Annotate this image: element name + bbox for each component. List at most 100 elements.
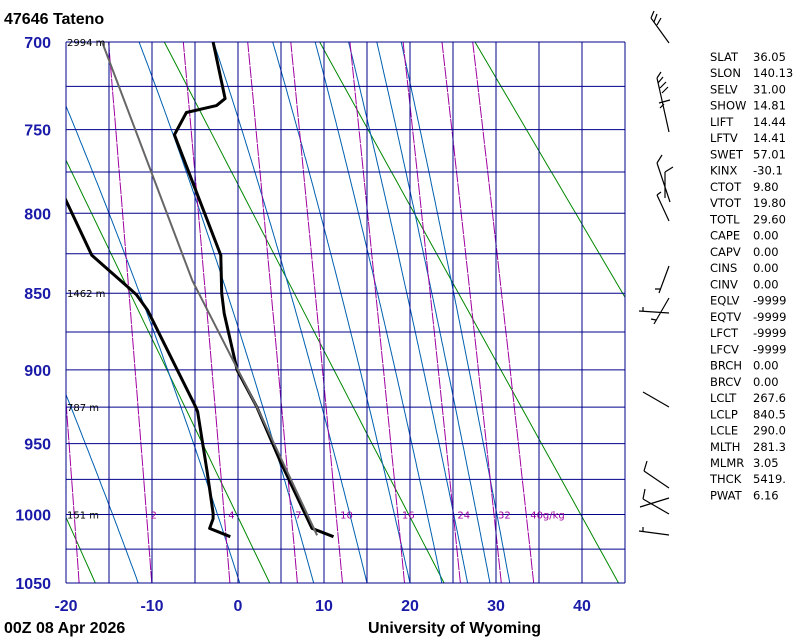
mixing-ratio-label: 2 [150, 511, 156, 522]
mixing-ratio-label: 4 [228, 511, 234, 522]
x-tick-label: 10 [315, 598, 333, 615]
index-name: LCLP [710, 407, 738, 421]
mixing-ratio-label: 32 [498, 511, 511, 522]
mixing-ratio-label: 10 [340, 511, 353, 522]
index-name: SHOW [710, 99, 746, 113]
y-tick-label: 800 [24, 206, 51, 223]
index-name: MLTH [710, 440, 740, 454]
index-value: -9999 [753, 342, 786, 356]
index-name: SWET [710, 147, 744, 161]
observation-time: 00Z 08 Apr 2026 [4, 620, 125, 637]
wind-barb [643, 460, 670, 489]
source-label: University of Wyoming [368, 620, 541, 637]
index-value: 29.60 [753, 212, 786, 226]
y-tick-label: 900 [24, 363, 51, 380]
mixing-ratio-label: 40g/kg [530, 511, 565, 522]
height-label: 2994 m [67, 38, 105, 49]
index-name: LFCT [710, 326, 739, 340]
index-name: LIFT [710, 115, 734, 129]
x-tick-label: 30 [487, 598, 505, 615]
index-value: 14.41 [753, 131, 786, 145]
station-title: 47646 Tateno [4, 11, 104, 28]
index-value: -9999 [753, 310, 786, 324]
index-value: 0.00 [753, 277, 779, 291]
index-name: CAPE [710, 229, 740, 243]
mixing-ratio-label: 16 [402, 511, 415, 522]
y-tick-label: 1050 [15, 576, 51, 593]
index-value: 267.6 [753, 391, 786, 405]
mixing-ratio-line [66, 394, 80, 583]
index-name: LFCV [710, 342, 739, 356]
index-name: EQTV [710, 310, 741, 324]
height-label: 151 m [67, 511, 99, 522]
wind-barb [638, 527, 670, 536]
wind-barb [656, 71, 671, 133]
mixing-ratio-line [108, 42, 153, 583]
moist-adiabat [66, 393, 139, 583]
index-name: KINX [710, 164, 738, 178]
sounding-profiles [66, 42, 335, 539]
index-value: 36.05 [753, 50, 786, 64]
index-name: THCK [709, 472, 742, 486]
height-label: 787 m [67, 403, 99, 414]
dry-adiabat [474, 42, 625, 299]
y-tick-label: 950 [24, 437, 51, 454]
index-name: CINS [710, 261, 737, 275]
index-value: 0.00 [753, 261, 779, 275]
index-name: LCLE [710, 424, 738, 438]
index-name: CINV [710, 277, 738, 291]
wind-barb [656, 191, 670, 222]
moist-adiabat [400, 42, 511, 583]
index-value: -30.1 [753, 164, 783, 178]
index-name: TOTL [709, 212, 740, 226]
index-name: CAPV [710, 245, 741, 259]
index-name: PWAT [710, 488, 743, 502]
x-tick-label: 40 [573, 598, 591, 615]
index-value: -9999 [753, 326, 786, 340]
index-value: 281.3 [753, 440, 786, 454]
moist-adiabat [138, 42, 315, 583]
index-name: EQLV [710, 294, 739, 308]
index-value: 57.01 [753, 147, 786, 161]
dry-adiabat [786, 42, 800, 583]
index-value: 840.5 [753, 407, 786, 421]
dry-adiabat [163, 42, 445, 583]
index-name: SELV [710, 82, 738, 96]
mixing-ratio-line [349, 42, 405, 583]
wind-barb [656, 154, 674, 203]
index-value: 140.13 [753, 66, 793, 80]
index-value: 0.00 [753, 245, 779, 259]
mixing-ratio-label: 24 [457, 511, 470, 522]
index-name: BRCV [710, 375, 741, 389]
x-tick-label: 20 [401, 598, 419, 615]
wind-barb [638, 297, 670, 325]
wind-barb [642, 391, 670, 408]
wind-barb [650, 10, 670, 44]
dry-adiabat [319, 42, 619, 583]
x-tick-label: -20 [54, 598, 77, 615]
index-value: 9.80 [753, 180, 779, 194]
dewpoint-line [66, 196, 231, 539]
index-name: BRCH [710, 359, 742, 373]
index-value: 6.16 [753, 488, 779, 502]
mixing-ratio-label: 7 [295, 511, 301, 522]
index-value: 19.80 [753, 196, 786, 210]
parcel-line [101, 42, 319, 536]
index-name: CTOT [710, 180, 742, 194]
moist-adiabat [272, 42, 411, 583]
index-name: LFTV [710, 131, 738, 145]
index-value: -9999 [753, 294, 786, 308]
moist-adiabat [348, 42, 469, 583]
wind-barb [639, 488, 670, 515]
x-tick-label: 0 [234, 598, 243, 615]
background-lines [66, 42, 800, 583]
y-tick-label: 850 [24, 286, 51, 303]
height-label: 1462 m [67, 289, 105, 300]
index-name: MLMR [710, 456, 744, 470]
index-value: 0.00 [753, 229, 779, 243]
index-name: LCLT [710, 391, 737, 405]
moist-adiabat [376, 42, 491, 583]
stability-indices: SLAT 36.05 SLON 140.13 SELV 31.00 SHOW 14.81 LIF… [709, 50, 793, 502]
axis-labels: -20 -10 0 10 20 30 40 700 750 800 850 900 950 1000 105… [15, 35, 591, 615]
